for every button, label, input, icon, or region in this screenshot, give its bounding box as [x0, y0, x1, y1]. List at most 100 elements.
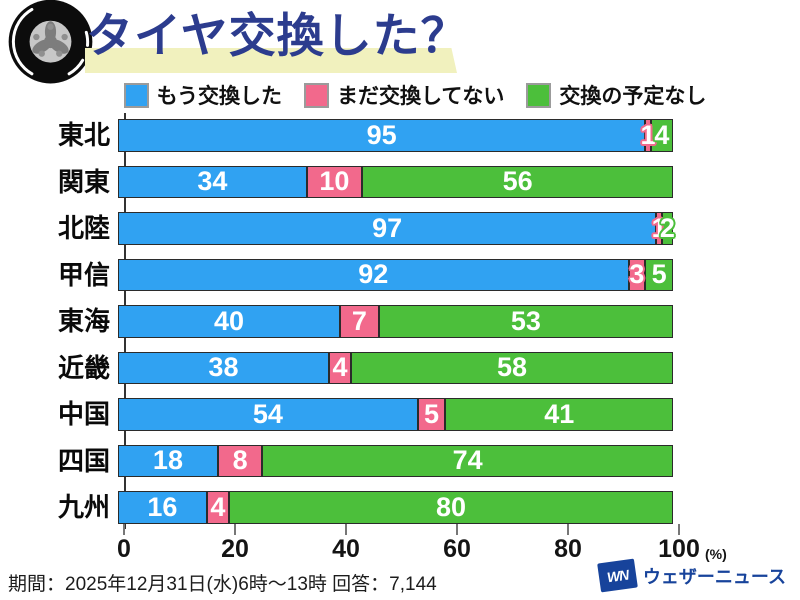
bar-value: 34	[197, 166, 228, 197]
bar-row: 近畿 38 4 58	[0, 351, 800, 384]
bar-value: 1	[640, 119, 656, 150]
x-tick-mark	[345, 524, 347, 535]
bar-value: 80	[435, 491, 466, 522]
bar-segment: 41	[445, 398, 673, 431]
region-label: 近畿	[57, 352, 110, 383]
bar-segment: 95	[118, 119, 646, 152]
legend-item: もう交換した	[123, 80, 282, 110]
legend-swatch	[304, 82, 329, 108]
region-label: 中国	[57, 399, 110, 430]
bar-track: 16 4 80	[118, 491, 673, 524]
bar-value: 7	[351, 305, 367, 336]
bar-value: 5	[651, 259, 667, 290]
bar-track: 54 5 41	[118, 398, 673, 431]
bar-value: 3	[629, 259, 645, 290]
bar-value: 41	[544, 398, 575, 429]
region-label: 北陸	[57, 213, 110, 244]
bar-segment: 34	[118, 165, 307, 198]
region-label: 東海	[57, 306, 110, 337]
header: タイヤ交換した？	[85, 8, 469, 74]
legend-label: もう交換した	[156, 85, 282, 108]
wn-logo-icon: WN	[597, 558, 638, 593]
bar-value: 97	[372, 212, 403, 243]
x-axis-unit: (%)	[705, 546, 727, 562]
bar-segment: 1	[652, 212, 667, 245]
bar-row: 甲信 92 3 5	[0, 258, 800, 291]
legend-item: 交換の予定なし	[526, 80, 706, 110]
bar-value: 40	[213, 305, 245, 336]
x-tick-label: 40	[332, 535, 360, 563]
bar-segment: 3	[628, 258, 646, 291]
region-label: 関東	[57, 166, 110, 197]
legend-swatch	[123, 82, 149, 108]
bar-track: 34 10 56	[118, 165, 673, 198]
bar-segment: 40	[118, 305, 340, 338]
bar-row: 関東 34 10 56	[0, 165, 800, 198]
bar-segment: 97	[118, 212, 657, 245]
bar-segment: 7	[340, 305, 379, 338]
bar-value: 53	[510, 305, 541, 336]
title-highlight	[85, 48, 457, 73]
region-label: 東北	[57, 120, 110, 151]
bar-segment: 8	[217, 444, 263, 477]
bar-value: 8	[232, 445, 248, 476]
x-axis: (%) 0 20 40 60 80 100	[117, 524, 727, 574]
legend-label: まだ交換してない	[337, 85, 505, 108]
bar-segment: 2	[659, 212, 675, 245]
bar-track: 40 7 53	[118, 305, 673, 338]
bar-value: 74	[452, 445, 483, 476]
bar-value: 5	[424, 398, 440, 429]
bar-row: 北陸 97 1 2	[0, 212, 800, 245]
bar-value: 58	[497, 352, 528, 383]
x-tick-label: 60	[443, 535, 471, 563]
bar-segment: 4	[328, 351, 352, 384]
bar-segment: 4	[650, 119, 673, 152]
weathernews-logo: WN ウェザーニュース	[597, 558, 786, 593]
stacked-bar-chart: 東北 95 1 4 関東 34 10 56 北陸 97 1 2 甲信 92 3 5 東海 40 7 53 近畿 38 4 58…	[0, 113, 800, 579]
bar-value: 4	[210, 491, 226, 522]
chart-rows: 東北 95 1 4 関東 34 10 56 北陸 97 1 2 甲信 92 3 5 東海 40 7 53 近畿 38 4 58…	[0, 119, 800, 524]
x-tick-label: 20	[221, 535, 249, 563]
region-label: 九州	[57, 492, 110, 523]
bar-segment: 5	[645, 258, 673, 291]
bar-segment: 10	[306, 165, 363, 198]
x-tick-mark	[234, 524, 236, 535]
x-tick-label: 80	[554, 535, 582, 563]
page-title: タイヤ交換した？	[86, 9, 469, 62]
bar-track: 38 4 58	[118, 351, 673, 384]
bar-track: 97 1 2	[118, 212, 675, 245]
bar-value: 1	[651, 212, 667, 243]
x-tick-mark	[456, 524, 458, 535]
bar-track: 92 3 5	[118, 258, 673, 291]
bar-value: 4	[332, 352, 348, 383]
bar-segment: 18	[118, 444, 218, 477]
x-tick-label: 0	[117, 535, 131, 563]
x-tick-label: 100	[658, 535, 700, 563]
bar-value: 95	[366, 119, 397, 150]
bar-row: 東海 40 7 53	[0, 305, 800, 338]
legend-label: 交換の予定なし	[559, 85, 707, 108]
brand-text: ウェザーニュース	[642, 566, 786, 587]
bar-value: 18	[152, 445, 183, 476]
x-tick-mark	[567, 524, 569, 535]
x-tick-mark	[678, 524, 680, 535]
x-tick-mark	[123, 524, 125, 535]
bar-segment: 1	[641, 119, 656, 152]
bar-segment: 54	[118, 398, 418, 431]
bar-segment: 80	[228, 491, 673, 524]
bar-row: 中国 54 5 41	[0, 398, 800, 431]
legend-item: まだ交換してない	[304, 80, 504, 110]
bar-segment: 16	[118, 491, 207, 524]
bar-segment: 38	[118, 351, 329, 384]
bar-track: 95 1 4	[118, 119, 673, 152]
bar-segment: 74	[262, 444, 673, 477]
bar-segment: 58	[351, 351, 673, 384]
bar-value: 16	[147, 491, 178, 522]
bar-row: 四国 18 8 74	[0, 444, 800, 477]
bar-value: 54	[252, 398, 283, 429]
survey-period: 期間：2025年12月31日(水)6時～13時 回答：7,144	[8, 574, 437, 595]
tire-icon	[4, 0, 97, 90]
bar-value: 2	[659, 212, 675, 243]
bar-segment: 53	[378, 305, 673, 338]
bar-segment: 4	[206, 491, 229, 524]
